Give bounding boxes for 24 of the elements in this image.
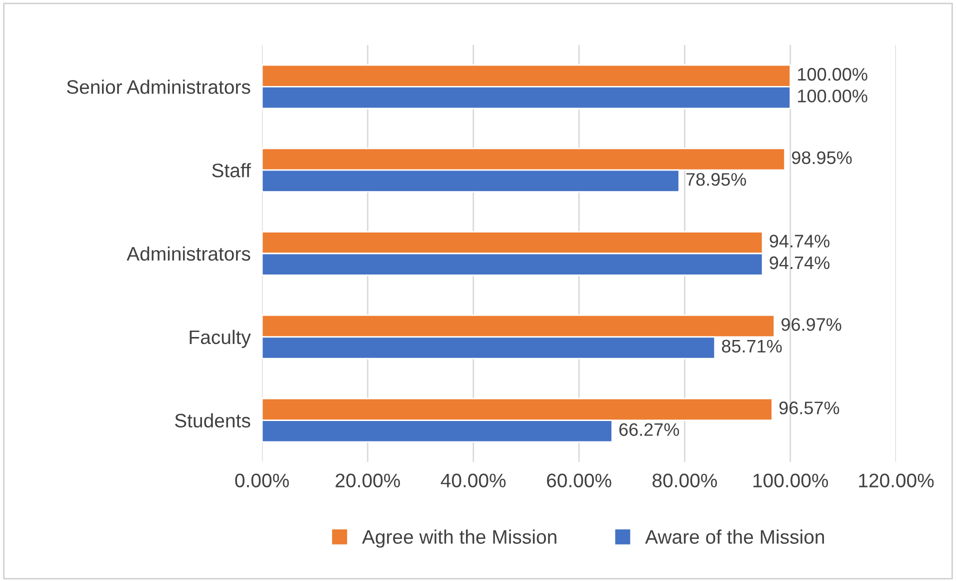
x-tick-label: 100.00% <box>753 474 828 488</box>
x-tick-label: 0.00% <box>235 474 289 488</box>
data-label: 96.57% <box>779 402 840 414</box>
data-label: 85.71% <box>722 340 782 353</box>
y-tick-label: Students <box>175 413 250 428</box>
x-tick-label: 40.00% <box>440 474 506 488</box>
data-label: 78.95% <box>686 173 746 186</box>
y-tick-label: Administrators <box>126 246 250 261</box>
legend-label: Aware of the Mission <box>645 530 824 544</box>
data-label: 66.27% <box>619 423 680 436</box>
data-label: 98.95% <box>792 151 852 164</box>
x-tick-label: 60.00% <box>547 474 612 488</box>
y-tick-label: Faculty <box>190 330 251 348</box>
data-label: 94.74% <box>770 256 830 270</box>
data-label: 100.00% <box>798 90 868 102</box>
data-label: 96.97% <box>782 318 842 331</box>
x-tick-label: 80.00% <box>652 474 717 488</box>
x-tick-label: 20.00% <box>336 474 400 488</box>
y-tick-label: Staff <box>212 163 251 178</box>
data-label: 100.00% <box>798 68 868 81</box>
legend-label: Agree with the Mission <box>362 530 556 548</box>
data-label: 94.74% <box>770 234 830 248</box>
x-tick-label: 120.00% <box>859 474 934 488</box>
y-tick-label: Senior Administrators <box>66 80 250 94</box>
